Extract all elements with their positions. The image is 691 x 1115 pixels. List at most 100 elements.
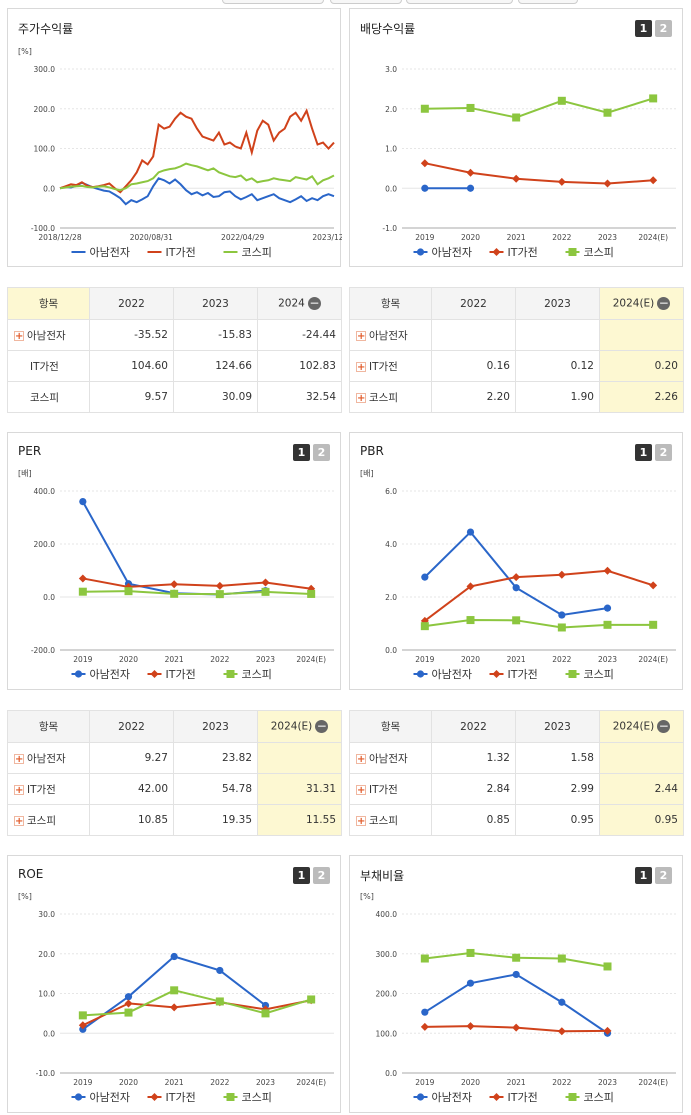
- row-name: + 아남전자: [7, 319, 90, 351]
- mode-button-1[interactable]: 1: [635, 867, 652, 884]
- data-point: [512, 174, 521, 183]
- mode-button-2[interactable]: 2: [655, 20, 672, 37]
- y-unit-label: [%]: [18, 892, 32, 901]
- y-tick-label: 0.0: [385, 646, 397, 655]
- x-tick-label: 2019: [415, 233, 434, 242]
- expand-icon[interactable]: +: [14, 815, 24, 827]
- x-tick-label: 2021: [507, 1078, 526, 1087]
- table-cell: 2.20: [431, 381, 516, 413]
- legend-marker: [74, 670, 83, 678]
- expand-icon[interactable]: +: [356, 784, 366, 796]
- mode-button-2[interactable]: 2: [313, 867, 330, 884]
- series-line: [82, 590, 312, 596]
- data-point: [557, 1027, 566, 1036]
- top-tab[interactable]: [406, 0, 513, 4]
- table-cell: 2.99: [515, 773, 600, 805]
- series-line: [82, 989, 312, 1017]
- column-header-label: 2023: [202, 720, 229, 733]
- data-point: [466, 1022, 475, 1031]
- row-name: + 코스피: [349, 381, 432, 413]
- data-point: [307, 995, 316, 1004]
- expand-icon[interactable]: +: [356, 753, 366, 765]
- column-header-label: 2024(E): [612, 720, 655, 733]
- table-cell: 42.00: [89, 773, 174, 805]
- x-tick-label: 2024(E): [638, 233, 668, 242]
- table-cell: 2.44: [599, 773, 684, 805]
- table-cell: 124.66: [173, 350, 258, 382]
- y-tick-label: -1.0: [382, 224, 397, 233]
- mode-button-2[interactable]: 2: [313, 444, 330, 461]
- panel-dividend: 3.0 2.0 1.0 0.0 -1.0 2019 2020 2021 2022 2023 2024…: [349, 8, 683, 267]
- data-point: [124, 993, 133, 1001]
- row-name: + IT가전: [349, 773, 432, 805]
- mode-button-1[interactable]: 1: [635, 20, 652, 37]
- data-point: [649, 94, 658, 103]
- column-header: 항목: [349, 287, 432, 320]
- y-tick-label: 3.0: [385, 65, 397, 74]
- table-cell: [599, 319, 684, 351]
- x-tick-label: 2024(E): [296, 655, 326, 664]
- y-tick-label: -10.0: [36, 1069, 56, 1078]
- x-tick-label: 2024(E): [638, 1078, 668, 1087]
- row-label: 코스피: [27, 814, 56, 827]
- x-tick-label: 2023: [598, 233, 617, 242]
- x-tick-label: 2021: [507, 655, 526, 664]
- mode-button-1[interactable]: 1: [293, 444, 310, 461]
- table-row: + IT가전 0.16 0.12 0.20: [349, 350, 684, 382]
- expand-icon[interactable]: +: [14, 784, 24, 796]
- column-header-label: 2024(E): [270, 720, 313, 733]
- expand-icon[interactable]: +: [14, 753, 24, 765]
- column-header-label: 2023: [544, 297, 571, 310]
- top-tab[interactable]: [518, 0, 578, 4]
- legend-label: IT가전: [508, 1091, 538, 1104]
- collapse-icon[interactable]: −: [657, 719, 671, 733]
- panel-title: 부채비율: [360, 869, 405, 883]
- legend-marker: [568, 1093, 577, 1101]
- legend-label: 코스피: [584, 668, 614, 681]
- table-stock-return: 항목 2022 2023 2024− + 아남전자 -35.52 -15.83 -24.44 IT…: [7, 287, 342, 413]
- y-tick-label: 0.0: [385, 1069, 397, 1078]
- table-cell: 0.16: [431, 350, 516, 382]
- collapse-icon[interactable]: −: [657, 296, 671, 310]
- panel-roe: [%] 30.0 20.0 10.0 0.0 -10.0 2019 2020 2021 2022 2…: [7, 855, 341, 1113]
- expand-icon[interactable]: +: [356, 361, 366, 373]
- table-cell: [431, 319, 516, 351]
- x-tick-label: 2023: [598, 1078, 617, 1087]
- legend-marker: [150, 1093, 159, 1101]
- top-tab[interactable]: [222, 0, 324, 4]
- y-tick-label: 30.0: [38, 910, 55, 919]
- x-tick-label: 2020: [461, 1078, 480, 1087]
- data-point: [649, 176, 658, 185]
- legend-label: 아남전자: [432, 246, 472, 259]
- column-header: 2024(E) −: [599, 710, 684, 743]
- data-point: [466, 582, 475, 591]
- data-point: [124, 999, 133, 1008]
- mode-button-2[interactable]: 2: [655, 867, 672, 884]
- collapse-icon[interactable]: −: [315, 719, 329, 733]
- data-point: [512, 953, 521, 962]
- data-point: [557, 96, 566, 105]
- expand-icon[interactable]: +: [356, 392, 366, 404]
- data-point: [124, 587, 133, 596]
- legend-marker: [416, 248, 425, 256]
- top-tab[interactable]: [330, 0, 402, 4]
- mode-button-2[interactable]: 2: [655, 444, 672, 461]
- y-tick-label: 4.0: [385, 540, 397, 549]
- panel-title: PBR: [360, 444, 384, 458]
- mode-button-1[interactable]: 1: [293, 867, 310, 884]
- collapse-icon[interactable]: −: [307, 296, 321, 310]
- expand-icon[interactable]: +: [356, 330, 366, 342]
- legend-marker: [416, 670, 425, 678]
- column-header-label: 2022: [118, 297, 145, 310]
- expand-icon[interactable]: +: [14, 330, 24, 342]
- data-point: [78, 587, 87, 596]
- data-point: [466, 103, 475, 112]
- expand-icon[interactable]: +: [356, 815, 366, 827]
- row-name: + 코스피: [7, 804, 90, 836]
- row-name: IT가전: [7, 350, 90, 382]
- row-label: 아남전자: [27, 329, 66, 342]
- mode-button-1[interactable]: 1: [635, 444, 652, 461]
- row-label: 코스피: [369, 814, 398, 827]
- data-point: [603, 1026, 612, 1035]
